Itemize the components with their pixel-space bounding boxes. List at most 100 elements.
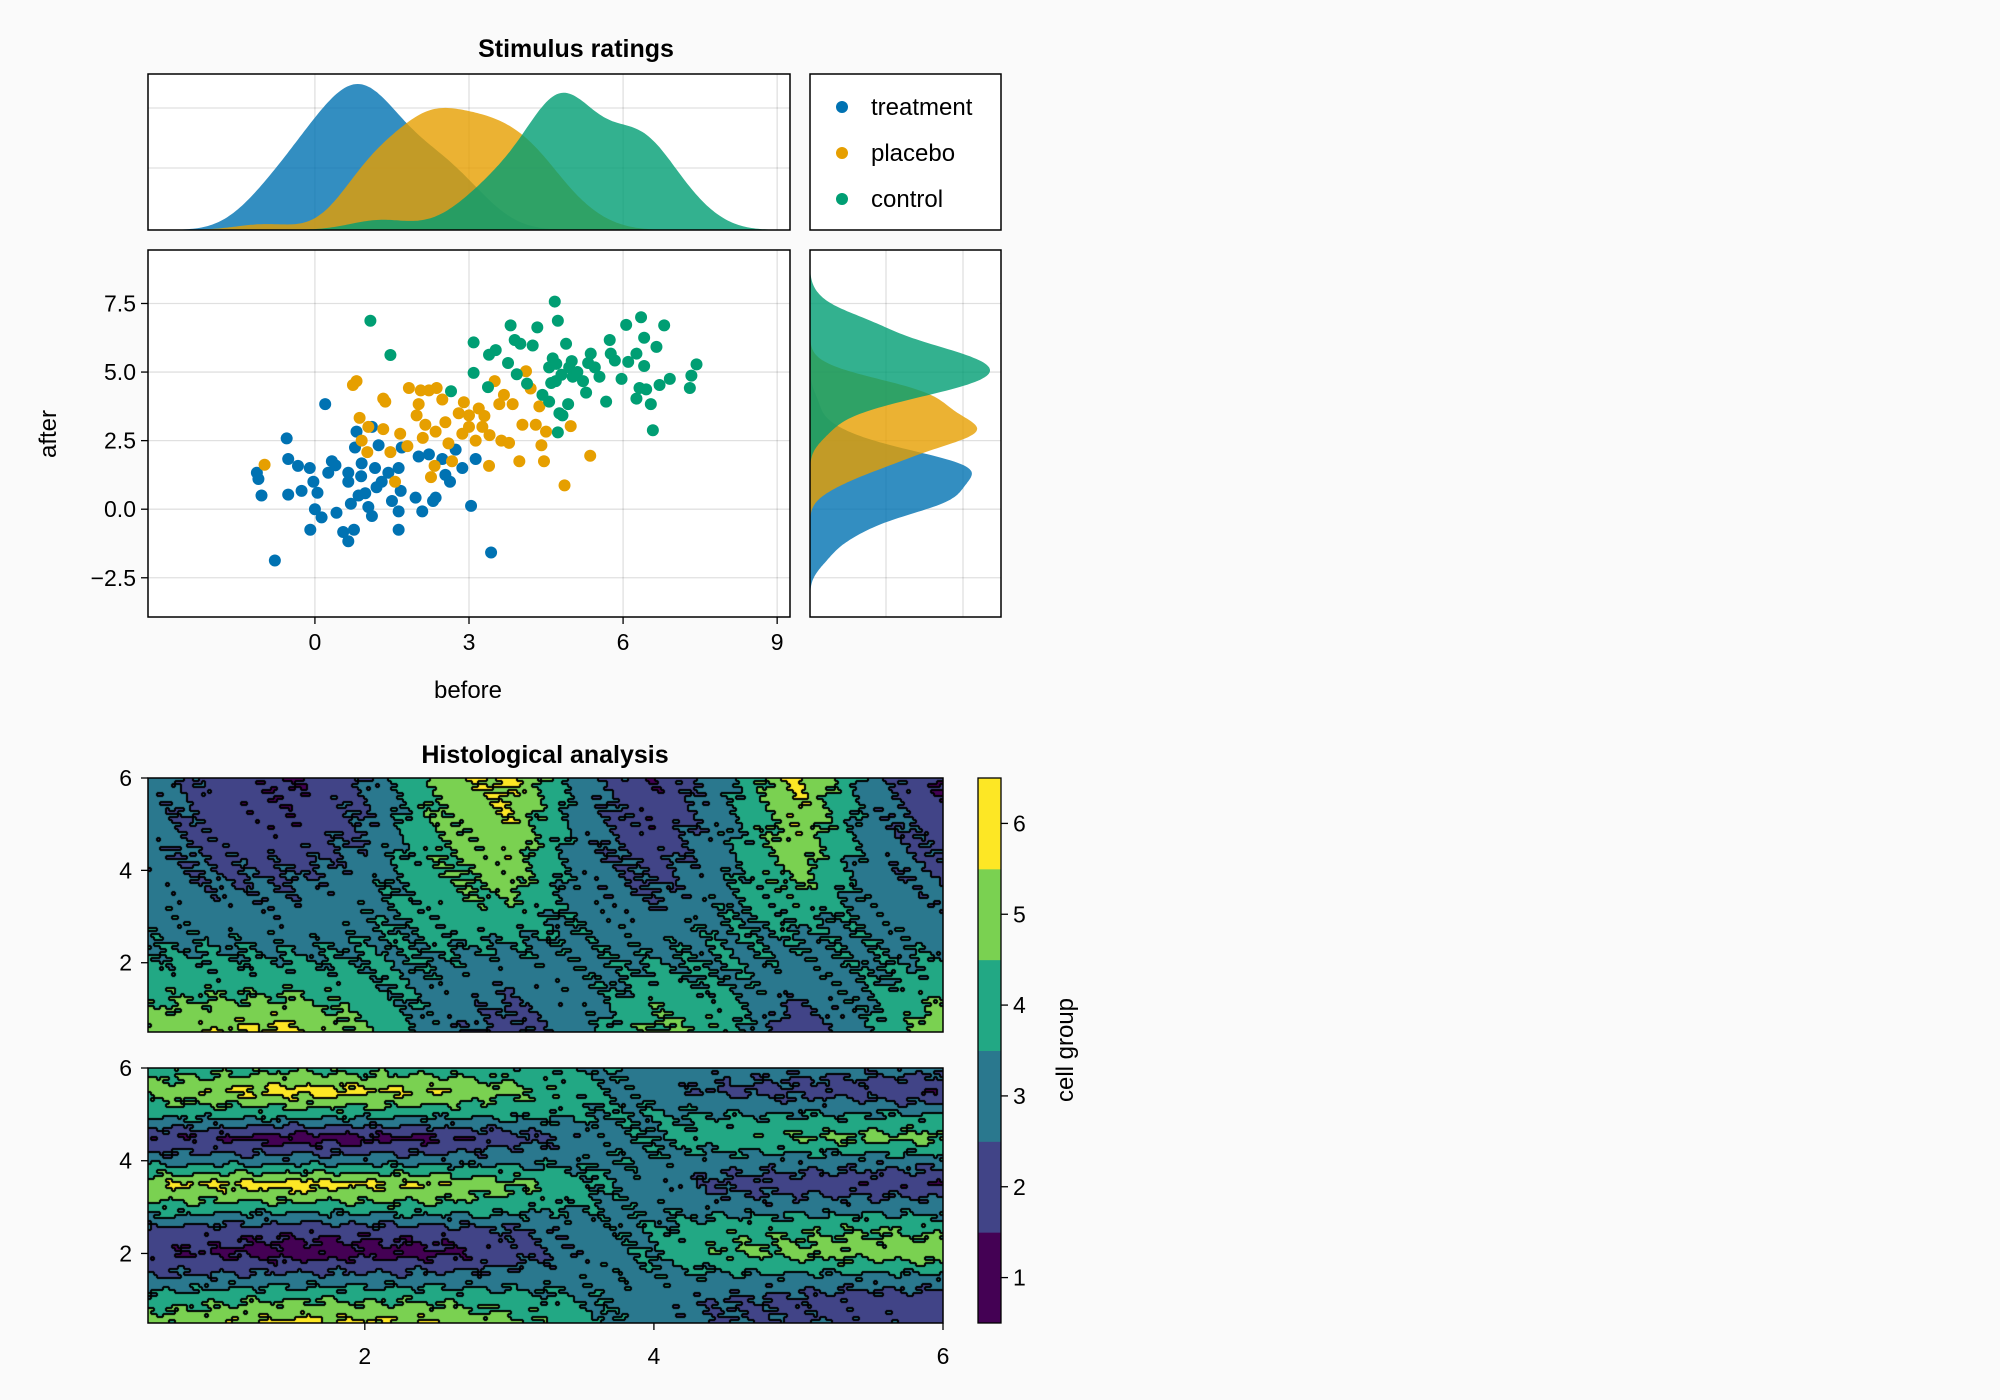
point-placebo (412, 398, 425, 411)
point-treatment (252, 473, 265, 486)
point-control (510, 368, 523, 381)
point-control (543, 395, 556, 408)
point-treatment (329, 459, 342, 472)
point-control (551, 314, 564, 327)
point-treatment (370, 481, 383, 494)
point-treatment (291, 459, 304, 472)
point-placebo (584, 449, 597, 462)
point-treatment (372, 439, 385, 452)
point-treatment (456, 462, 469, 475)
point-treatment (330, 506, 343, 519)
point-treatment (394, 484, 407, 497)
top-density-placebo (148, 107, 790, 230)
point-treatment (337, 525, 350, 538)
right-density-control (810, 250, 990, 617)
point-control (584, 347, 597, 360)
contour-y-tick-label: 6 (119, 765, 132, 791)
colorbar-band (978, 959, 1001, 1051)
point-treatment (469, 453, 482, 466)
legend-marker-treatment (836, 101, 848, 113)
point-placebo (533, 400, 546, 413)
point-placebo (355, 434, 368, 447)
point-placebo (446, 455, 459, 468)
point-treatment (315, 511, 328, 524)
point-control (526, 339, 539, 352)
point-placebo (469, 434, 482, 447)
point-treatment (255, 489, 268, 502)
point-control (514, 337, 527, 350)
contour-bottom-canvas (148, 1068, 943, 1323)
contour-y-tick-label: 4 (119, 1148, 132, 1174)
point-control (384, 349, 397, 362)
point-treatment (350, 425, 363, 438)
point-treatment (282, 488, 295, 501)
y-axis-label: after (35, 410, 62, 458)
point-treatment (409, 491, 422, 504)
contour-y-tick-label: 2 (119, 950, 132, 976)
point-control (555, 368, 568, 381)
point-treatment (304, 523, 317, 536)
colorbar-band (978, 1232, 1001, 1324)
y-tick-label: 5.0 (104, 359, 136, 385)
contour-top-canvas (148, 778, 943, 1032)
colorbar-tick-label: 3 (1013, 1083, 1026, 1109)
point-placebo (529, 418, 542, 431)
point-treatment (443, 475, 456, 488)
point-control (608, 354, 621, 367)
point-treatment (355, 470, 368, 483)
contour-y-tick-label: 6 (119, 1055, 132, 1081)
point-treatment (322, 466, 335, 479)
point-control (550, 357, 563, 370)
point-control (504, 319, 517, 332)
point-treatment (385, 494, 398, 507)
point-treatment (392, 462, 405, 475)
point-control (620, 318, 633, 331)
point-control (630, 392, 643, 405)
point-placebo (537, 455, 550, 468)
point-control (603, 333, 616, 346)
point-control (571, 366, 584, 379)
point-treatment (342, 475, 355, 488)
y-tick-label: 2.5 (104, 428, 136, 454)
y-tick-label: 7.5 (104, 290, 136, 316)
point-control (690, 358, 703, 371)
point-control (551, 426, 564, 439)
contour-bottom-frame (147, 1067, 944, 1324)
point-control (593, 370, 606, 383)
y-tick-label: −2.5 (91, 565, 136, 591)
contour-x-tick-label: 6 (937, 1343, 950, 1369)
point-placebo (457, 396, 470, 409)
colorbar-band (978, 778, 1001, 870)
legend-marker-control (836, 193, 848, 205)
point-control (577, 375, 590, 388)
point-placebo (535, 439, 548, 452)
colorbar-label: cell group (1052, 998, 1079, 1102)
x-tick-label: 3 (463, 629, 476, 655)
point-placebo (258, 458, 271, 471)
point-placebo (513, 455, 526, 468)
point-treatment (282, 453, 295, 466)
point-placebo (476, 420, 489, 433)
point-treatment (416, 505, 429, 518)
point-placebo (394, 427, 407, 440)
point-placebo (350, 375, 363, 388)
point-control (562, 398, 575, 411)
point-placebo (416, 431, 429, 444)
point-placebo (442, 437, 455, 450)
point-control (467, 336, 480, 349)
point-control (556, 409, 569, 422)
contour-title: Histological analysis (421, 741, 668, 769)
point-placebo (410, 409, 423, 422)
point-placebo (506, 398, 519, 411)
point-treatment (342, 535, 355, 548)
right-density-treatment (810, 250, 972, 617)
colorbar-frame (977, 777, 1002, 1324)
point-placebo (558, 479, 571, 492)
point-control (588, 361, 601, 374)
point-control (600, 395, 613, 408)
point-treatment (347, 523, 360, 536)
legend-label-control: control (871, 186, 943, 213)
point-treatment (362, 501, 375, 514)
point-placebo (520, 365, 533, 378)
